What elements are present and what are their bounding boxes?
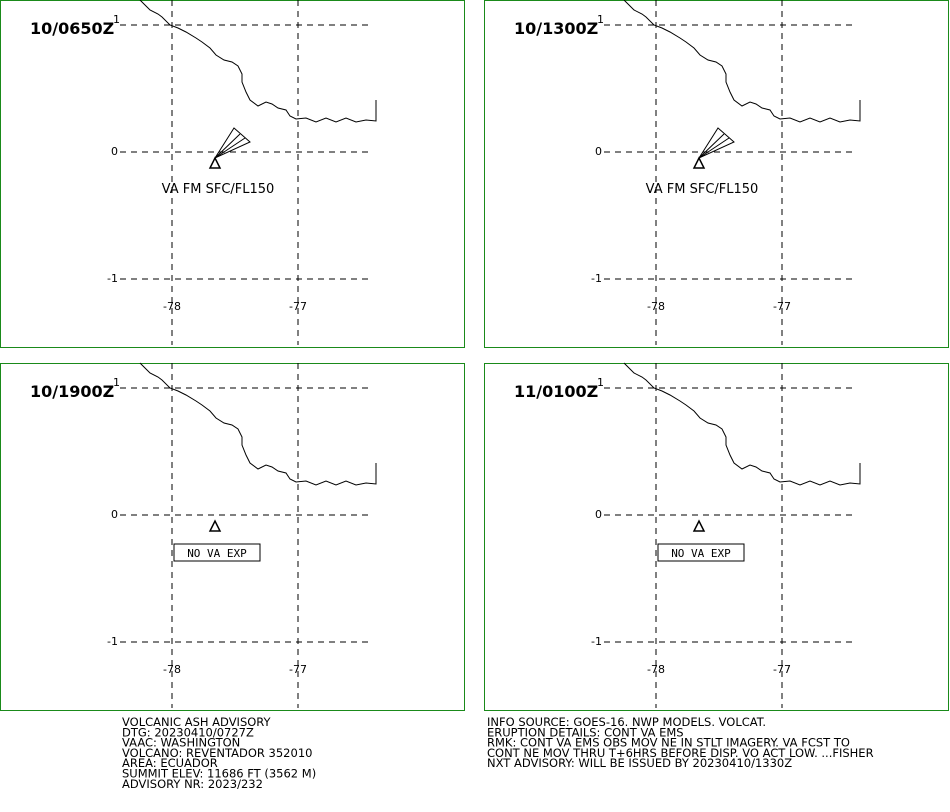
advisory-line: ADVISORY NR: 2023/232 bbox=[122, 777, 263, 791]
panel-border bbox=[0, 363, 465, 711]
advisory-line: NXT ADVISORY: WILL BE ISSUED BY 20230410… bbox=[487, 756, 792, 770]
lon-label: -77 bbox=[289, 300, 307, 313]
ash-cloud-line bbox=[698, 133, 725, 159]
ash-label: NO VA EXP bbox=[671, 547, 731, 560]
volcano-symbol bbox=[208, 156, 222, 169]
panel: 1 0 -1 -78 -77 10/1900Z NO VA EXP bbox=[0, 362, 465, 711]
lat-label: 0 bbox=[595, 145, 602, 158]
coastline bbox=[623, 362, 861, 486]
lon-label: -77 bbox=[289, 663, 307, 676]
lon-label: -78 bbox=[647, 663, 665, 676]
valid-time: 10/1900Z bbox=[30, 382, 114, 401]
coastline bbox=[139, 0, 377, 123]
label-box bbox=[173, 543, 261, 562]
panel: 1 0 -1 -78 -77 11/0100Z NO VA EXP bbox=[484, 362, 949, 711]
advisory-line: CONT NE MOV THRU T+6HRS BEFORE DISP. VO … bbox=[487, 746, 874, 760]
advisory-line: AREA: ECUADOR bbox=[122, 756, 218, 770]
lon-label: -78 bbox=[163, 663, 181, 676]
panel-border bbox=[0, 0, 465, 348]
ash-label: VA FM SFC/FL150 bbox=[646, 182, 759, 197]
lon-label: -78 bbox=[647, 300, 665, 313]
ash-cloud-line bbox=[698, 137, 730, 159]
lat-label: 1 bbox=[597, 13, 604, 26]
ash-cloud bbox=[697, 127, 735, 160]
advisory-line: VAAC: WASHINGTON bbox=[122, 736, 240, 750]
ash-cloud-line bbox=[214, 137, 246, 159]
valid-time: 10/0650Z bbox=[30, 19, 114, 38]
lat-label: 0 bbox=[111, 145, 118, 158]
volcano-symbol bbox=[692, 156, 706, 169]
lon-label: -78 bbox=[163, 300, 181, 313]
ash-cloud bbox=[213, 127, 251, 160]
advisory-line: ERUPTION DETAILS: CONT VA EMS bbox=[487, 725, 684, 739]
lat-label: 0 bbox=[595, 508, 602, 521]
valid-time: 11/0100Z bbox=[514, 382, 598, 401]
panel-border bbox=[484, 0, 949, 348]
panel: 1 0 -1 -78 -77 10/0650Z VA FM SFC/FL150 bbox=[0, 0, 465, 348]
lon-label: -77 bbox=[773, 300, 791, 313]
panel: 1 0 -1 -78 -77 10/1300Z VA FM SFC/FL150 bbox=[484, 0, 949, 348]
advisory-line: SUMMIT ELEV: 11686 FT (3562 M) bbox=[122, 767, 316, 781]
lat-label: -1 bbox=[107, 635, 118, 648]
ash-label: VA FM SFC/FL150 bbox=[162, 182, 275, 197]
valid-time: 10/1300Z bbox=[514, 19, 598, 38]
ash-label: NO VA EXP bbox=[187, 547, 247, 560]
advisory-line: VOLCANO: REVENTADOR 352010 bbox=[122, 746, 312, 760]
volcano-symbol bbox=[692, 519, 706, 532]
lat-label: -1 bbox=[591, 272, 602, 285]
advisory-line: DTG: 20230410/0727Z bbox=[122, 725, 254, 739]
lon-label: -77 bbox=[773, 663, 791, 676]
lat-label: 1 bbox=[113, 376, 120, 389]
lat-label: -1 bbox=[107, 272, 118, 285]
ash-cloud-line bbox=[214, 133, 241, 159]
label-box bbox=[657, 543, 745, 562]
volcano-symbol bbox=[208, 519, 222, 532]
coastline bbox=[139, 362, 377, 486]
panel-border bbox=[484, 363, 949, 711]
advisory-line: VOLCANIC ASH ADVISORY bbox=[122, 715, 272, 729]
advisory-line: INFO SOURCE: GOES-16. NWP MODELS. VOLCAT… bbox=[487, 715, 766, 729]
lat-label: 1 bbox=[597, 376, 604, 389]
lat-label: 0 bbox=[111, 508, 118, 521]
lat-label: -1 bbox=[591, 635, 602, 648]
coastline bbox=[623, 0, 861, 123]
lat-label: 1 bbox=[113, 13, 120, 26]
advisory-line: RMK: CONT VA EMS OBS MOV NE IN STLT IMAG… bbox=[487, 736, 850, 750]
